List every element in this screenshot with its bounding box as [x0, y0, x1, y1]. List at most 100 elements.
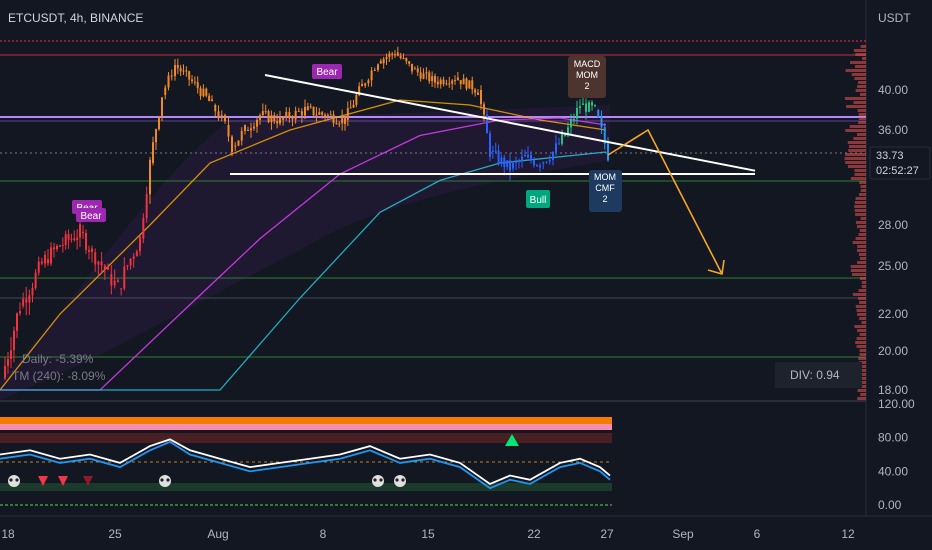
candle-body [13, 330, 15, 351]
candle-body [431, 76, 434, 82]
descending-trendline[interactable] [264, 74, 756, 172]
price-tick-label: 36.00 [878, 123, 908, 137]
mom-label-text: MOM CMF 2 [594, 172, 616, 204]
price-axis-bg[interactable] [866, 0, 932, 516]
volume-profile-bar [859, 317, 866, 320]
candle-body [399, 55, 402, 59]
volume-profile-bar [846, 105, 866, 108]
candle-body [256, 119, 258, 127]
projection-path[interactable] [607, 128, 723, 275]
volume-profile-bar [855, 53, 866, 56]
candle-body [59, 245, 61, 247]
volume-profile-bar [855, 213, 866, 216]
candle-body [110, 274, 113, 286]
candle-body [326, 114, 329, 116]
price-tick-label: 28.00 [878, 218, 908, 232]
volume-profile-bar [856, 345, 866, 348]
candle-body [4, 365, 6, 379]
candle-body [129, 258, 132, 266]
volume-profile-bar [861, 373, 866, 376]
volume-profile-bar [852, 273, 866, 276]
candle-body [220, 115, 223, 119]
candle-body [188, 71, 191, 80]
volume-profile-bar [859, 353, 866, 356]
oscillator-line [0, 438, 611, 485]
candle-body [10, 350, 12, 359]
candle-body [603, 127, 606, 144]
volume-profile-bar [853, 101, 866, 104]
candle-body [53, 247, 55, 250]
candle-body [191, 79, 193, 82]
volume-profile-bar [850, 265, 866, 268]
osc-tick-label: 120.00 [878, 397, 915, 411]
candle-body [434, 76, 436, 83]
candle-body [28, 295, 31, 303]
volume-profile-bar [855, 341, 866, 344]
volume-profile-bar [854, 201, 866, 204]
candle-body [486, 114, 488, 134]
candle-body [253, 126, 255, 129]
candle-body [442, 79, 445, 84]
volume-profile-bar [847, 165, 866, 168]
candle-body [324, 114, 326, 118]
bull-label: Bull [526, 190, 550, 208]
moving-average-line [0, 151, 607, 391]
candle-body [247, 130, 249, 131]
candle-body [240, 130, 243, 141]
volume-profile-bar [856, 337, 866, 340]
ma-cloud [0, 105, 610, 400]
time-tick-label: 25 [108, 527, 122, 541]
candle-body [259, 115, 261, 120]
candle-body [361, 84, 363, 87]
volume-profile-bar [861, 57, 866, 60]
time-tick-label: 22 [527, 527, 541, 541]
candle-body [497, 150, 500, 164]
candle-body [521, 156, 523, 162]
candle-body [570, 119, 572, 128]
candle-body [100, 261, 103, 266]
candle-body [385, 57, 388, 59]
time-tick-label: 8 [320, 527, 327, 541]
price-tick-label: 40.00 [878, 83, 908, 97]
candle-body [231, 136, 233, 153]
time-tick-label: 27 [600, 527, 614, 541]
volume-profile-bar [858, 113, 866, 116]
volume-profile-bar [854, 173, 866, 176]
volume-profile-bar [857, 389, 866, 392]
candle-body [454, 80, 456, 82]
candle-body [309, 106, 312, 108]
volume-profile-bar [845, 161, 866, 164]
candle-body [19, 311, 21, 314]
volume-profile-bar [857, 109, 866, 112]
candle-body [264, 111, 267, 113]
candle-body [205, 88, 208, 96]
osc-tick-label: 80.00 [878, 431, 908, 445]
volume-profile-bar [861, 321, 866, 324]
candle-body [285, 111, 288, 118]
candle-body [312, 106, 315, 116]
candle-body [419, 72, 422, 79]
candle-body [358, 86, 361, 96]
volume-profile-bar [845, 129, 866, 132]
volume-profile-bar [853, 49, 866, 52]
candle-body [545, 161, 548, 163]
time-tick-label: Sep [672, 527, 694, 541]
countdown: 02:52:27 [876, 165, 919, 177]
volume-profile-bar [859, 333, 866, 336]
candle-body [355, 95, 358, 105]
volume-profile-bar [851, 73, 866, 76]
candle-body [468, 80, 471, 89]
price-tick-label: 25.00 [878, 259, 908, 273]
candle-body [588, 102, 590, 112]
volume-profile-bar [859, 377, 866, 380]
candle-body [155, 129, 157, 143]
candle-body [573, 118, 575, 120]
volume-profile-bar [861, 285, 866, 288]
candle-body [338, 123, 341, 125]
volume-profile-bar [854, 205, 866, 208]
candle-body [167, 75, 170, 88]
candle-body [67, 234, 70, 240]
candle-body [44, 254, 46, 264]
candle-body [306, 106, 309, 110]
